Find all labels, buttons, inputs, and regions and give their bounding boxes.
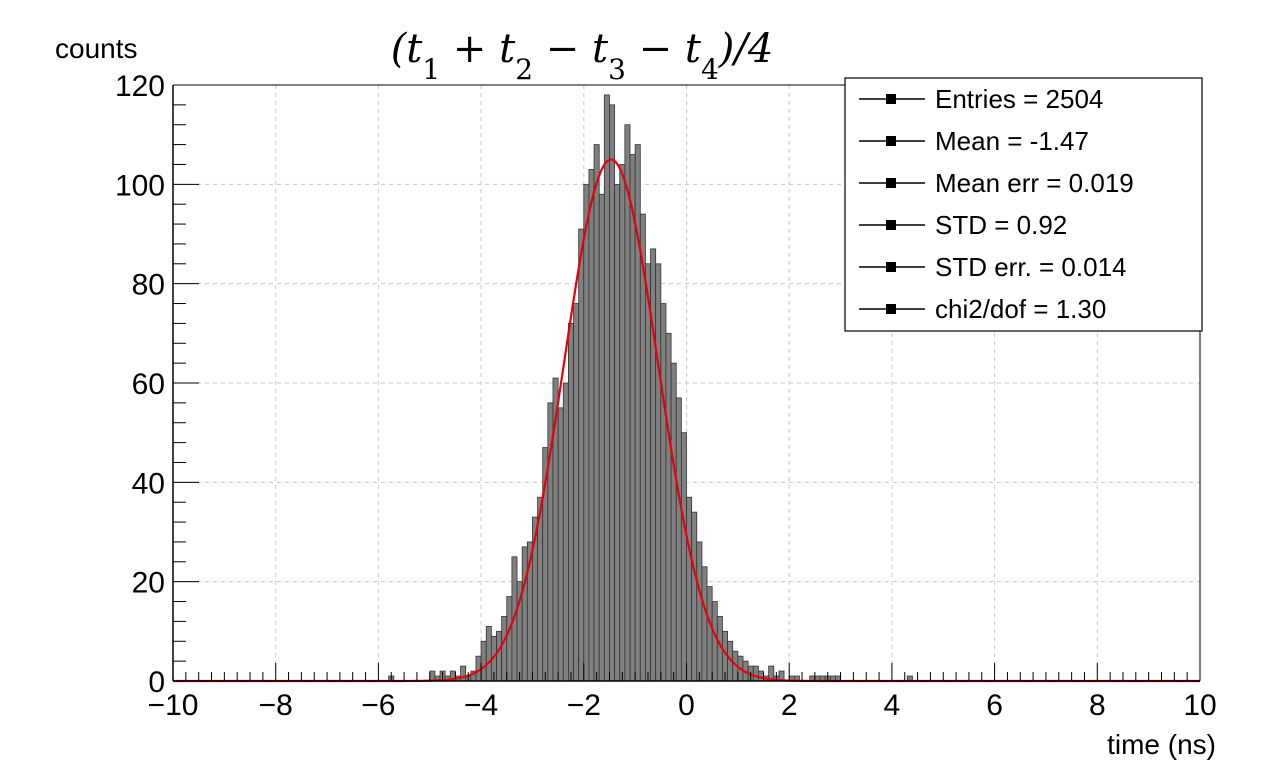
histogram-bar bbox=[655, 263, 662, 682]
histogram-bar bbox=[706, 586, 713, 682]
y-tick-labels: 0 20 40 60 80 100 120 bbox=[115, 70, 165, 699]
histogram-bar bbox=[521, 546, 528, 682]
legend-entry: chi2/dof = 1.30 bbox=[935, 294, 1106, 324]
histogram-bar bbox=[460, 665, 467, 682]
histogram-bar bbox=[691, 511, 698, 682]
x-tick-label: 0 bbox=[678, 689, 695, 722]
histogram-bar bbox=[619, 164, 626, 682]
histogram-bar bbox=[696, 541, 703, 682]
x-tick-label: −2 bbox=[567, 689, 601, 722]
histogram-bar bbox=[660, 303, 667, 682]
histogram-bar bbox=[711, 601, 718, 682]
x-tick-labels: −10 −8 −6 −4 −2 0 2 4 6 8 10 bbox=[148, 689, 1217, 722]
legend-entry: STD err. = 0.014 bbox=[935, 252, 1126, 282]
histogram-bar bbox=[598, 193, 605, 682]
histogram-bar bbox=[588, 169, 595, 682]
histogram-bar bbox=[485, 625, 492, 682]
y-tick-label: 80 bbox=[132, 269, 165, 302]
histogram-bar bbox=[757, 670, 764, 682]
histogram-bar bbox=[629, 154, 636, 682]
legend-entry: Mean err = 0.019 bbox=[935, 168, 1134, 198]
legend-marker-square bbox=[886, 220, 896, 230]
histogram-bar bbox=[609, 104, 616, 682]
histogram-bar bbox=[614, 183, 621, 682]
x-tick-label: −8 bbox=[259, 689, 293, 722]
legend-box bbox=[844, 77, 1203, 332]
histogram-bar bbox=[701, 566, 708, 682]
histogram-bar bbox=[578, 228, 585, 682]
histogram-bar bbox=[501, 616, 508, 682]
y-tick-label: 120 bbox=[115, 70, 165, 103]
x-tick-label: 10 bbox=[1183, 689, 1216, 722]
x-tick-label: −10 bbox=[148, 689, 199, 722]
histogram-bar bbox=[557, 407, 564, 682]
plot-title: (t1 + t2 − t3 − t4)/4 bbox=[391, 26, 774, 86]
histogram-bar bbox=[567, 322, 574, 682]
stats-legend: Entries = 2504 Mean = -1.47 Mean err = 0.0… bbox=[844, 77, 1203, 332]
histogram-bar bbox=[670, 362, 677, 682]
histogram-bar bbox=[686, 496, 693, 682]
legend-marker-square bbox=[886, 94, 896, 104]
histogram-bar bbox=[480, 640, 487, 682]
legend-marker-square bbox=[886, 136, 896, 146]
y-axis-title: counts bbox=[55, 33, 138, 64]
histogram-bar bbox=[593, 144, 600, 682]
x-tick-label: 8 bbox=[1089, 689, 1106, 722]
legend-entry: Entries = 2504 bbox=[935, 84, 1103, 114]
histogram-bar bbox=[680, 432, 687, 682]
histogram-bar bbox=[562, 382, 569, 682]
histogram-bar bbox=[752, 665, 759, 682]
histogram-bar bbox=[665, 332, 672, 682]
histogram-bar bbox=[639, 213, 646, 682]
x-tick-label: −6 bbox=[361, 689, 395, 722]
x-tick-label: 4 bbox=[884, 689, 901, 722]
y-tick-label: 20 bbox=[132, 567, 165, 600]
histogram-bar bbox=[624, 124, 631, 682]
y-tick-label: 0 bbox=[148, 666, 165, 699]
legend-marker-square bbox=[886, 178, 896, 188]
histogram-bar bbox=[583, 183, 590, 682]
x-tick-label: 2 bbox=[781, 689, 798, 722]
legend-marker-square bbox=[886, 304, 896, 314]
x-axis-title: time (ns) bbox=[1107, 729, 1216, 760]
x-tick-label: 6 bbox=[986, 689, 1003, 722]
histogram-bar bbox=[506, 596, 513, 682]
histogram-bar bbox=[645, 263, 651, 682]
legend-entry: STD = 0.92 bbox=[935, 210, 1067, 240]
histogram-bar bbox=[603, 94, 610, 682]
x-tick-label: −4 bbox=[464, 689, 498, 722]
histogram-bar bbox=[573, 303, 580, 682]
y-tick-label: 100 bbox=[115, 169, 165, 202]
histogram-bar bbox=[496, 630, 503, 682]
y-tick-label: 60 bbox=[132, 368, 165, 401]
axes bbox=[172, 84, 1201, 682]
legend-entry: Mean = -1.47 bbox=[935, 126, 1089, 156]
y-tick-label: 40 bbox=[132, 467, 165, 500]
histogram-bar bbox=[675, 397, 682, 682]
legend-marker-square bbox=[886, 262, 896, 272]
